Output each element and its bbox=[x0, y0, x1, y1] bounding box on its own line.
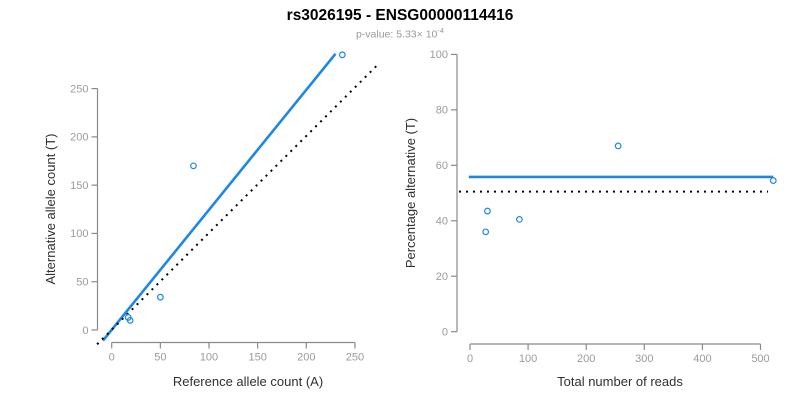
y-tick-label: 0 bbox=[82, 325, 88, 337]
data-point bbox=[614, 142, 622, 150]
y-tick-label: 40 bbox=[436, 216, 448, 228]
data-point bbox=[482, 228, 490, 236]
data-point bbox=[515, 215, 523, 223]
data-point bbox=[338, 51, 346, 59]
data-point bbox=[769, 177, 777, 184]
data-point bbox=[126, 316, 134, 324]
page-title: rs3026195 - ENSG00000114416 bbox=[286, 7, 514, 24]
x-tick-label: 300 bbox=[635, 353, 653, 365]
y-tick-label: 100 bbox=[430, 49, 448, 61]
x-tick-label: 0 bbox=[467, 353, 473, 365]
y-tick-label: 150 bbox=[70, 180, 88, 192]
left-scatter-panel: Reference allele count (A) Alternative a… bbox=[43, 51, 380, 389]
y-tick-label: 250 bbox=[70, 83, 88, 95]
y-tick-label: 0 bbox=[442, 327, 448, 339]
x-tick-label: 400 bbox=[693, 353, 711, 365]
y-tick-label: 50 bbox=[76, 277, 88, 289]
data-point bbox=[156, 293, 164, 301]
data-point bbox=[484, 207, 491, 215]
identity-line bbox=[96, 62, 380, 345]
x-tick-label: 0 bbox=[109, 352, 115, 364]
x-tick-label: 150 bbox=[248, 352, 266, 364]
x-tick-label: 250 bbox=[346, 352, 364, 364]
x-axis-label: Reference allele count (A) bbox=[173, 374, 323, 389]
y-tick-label: 60 bbox=[436, 160, 448, 172]
y-axis-label: Alternative allele count (T) bbox=[43, 133, 58, 284]
y-axis-label: Percentage alternative (T) bbox=[403, 118, 418, 268]
pvalue-exponent: -4 bbox=[437, 26, 445, 35]
pvalue-subtitle: p-value: 5.33× 10-4 bbox=[0, 26, 800, 41]
y-tick-label: 200 bbox=[70, 132, 88, 144]
x-tick-label: 100 bbox=[200, 352, 218, 364]
x-tick-label: 100 bbox=[519, 353, 537, 365]
y-tick-label: 100 bbox=[70, 228, 88, 240]
data-point bbox=[190, 162, 197, 170]
x-tick-label: 200 bbox=[577, 353, 595, 365]
pvalue-text: p-value: 5.33× 10 bbox=[355, 28, 438, 41]
x-axis-label: Total number of reads bbox=[557, 374, 683, 389]
x-tick-label: 200 bbox=[297, 352, 315, 364]
right-scatter-panel: Total number of reads Percentage alterna… bbox=[403, 49, 777, 389]
y-tick-label: 80 bbox=[436, 105, 448, 117]
regression-line bbox=[101, 53, 337, 342]
x-tick-label: 500 bbox=[751, 353, 769, 365]
x-tick-label: 50 bbox=[154, 352, 166, 364]
y-tick-label: 20 bbox=[436, 271, 448, 283]
